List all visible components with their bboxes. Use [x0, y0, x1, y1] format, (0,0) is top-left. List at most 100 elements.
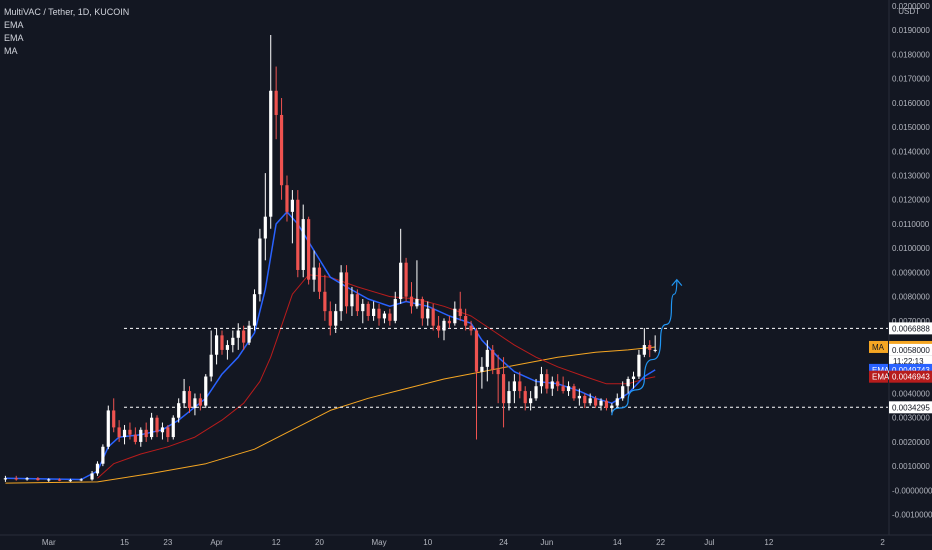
candle [68, 478, 72, 482]
candle [247, 320, 251, 346]
candle [171, 415, 175, 440]
candle-body [382, 313, 387, 319]
candle [572, 383, 576, 401]
candle-body [545, 374, 549, 389]
candle-body [334, 311, 338, 326]
candle-body [57, 479, 62, 481]
horizontal-levels[interactable] [124, 327, 888, 408]
ma-line [5, 346, 656, 484]
resistance-tag-bg [889, 322, 932, 335]
candle-body [220, 335, 224, 350]
candle-body [290, 199, 294, 212]
candle [231, 330, 235, 353]
ema-fast-tag-label: EMA [872, 366, 890, 375]
candle [361, 299, 365, 324]
projection-arrowhead[interactable] [671, 278, 683, 287]
candle-body [610, 405, 614, 409]
price-tick-label: 0.0090000 [892, 268, 930, 277]
candle [198, 393, 202, 411]
candle-body [631, 376, 636, 379]
candle-body [512, 381, 516, 392]
candle [317, 262, 322, 300]
projection-curve[interactable] [611, 279, 678, 416]
indicator-ma-label[interactable]: MA [4, 46, 18, 56]
support-tag: 0.0034295 [889, 401, 932, 414]
price-tick-label: 0.0120000 [892, 196, 930, 205]
projection-arrow[interactable] [611, 278, 683, 416]
candle-body [112, 410, 116, 428]
candle [79, 478, 83, 482]
candle-body [171, 417, 175, 438]
candle-body [566, 386, 571, 392]
candle-body [25, 478, 29, 480]
indicator-ema-fast-label[interactable]: EMA [4, 20, 24, 30]
candle-body [599, 400, 603, 406]
candle [512, 374, 516, 404]
candle [583, 393, 587, 409]
candle-body [604, 400, 609, 409]
candle [95, 461, 100, 476]
symbol-title[interactable]: MultiVAC / Tether, 1D, KUCOIN [4, 7, 130, 17]
candle [523, 386, 527, 411]
candle-body [648, 345, 652, 350]
price-tick-label: -0.0000000 [892, 486, 932, 495]
candle [101, 444, 105, 467]
candle [648, 340, 652, 358]
candle-body [317, 267, 322, 292]
candle-body [615, 398, 619, 406]
candle-body [637, 354, 641, 377]
time-tick-label: 10 [423, 538, 432, 547]
candle-body [90, 473, 94, 480]
time-tick-label: Mar [42, 538, 56, 547]
candle-body [323, 291, 327, 312]
candle [252, 289, 257, 331]
candle [550, 376, 554, 396]
candle-body [409, 296, 414, 307]
ma-tag-label: MA [872, 343, 885, 352]
candle-body [182, 391, 186, 404]
candle [372, 301, 376, 321]
indicator-ema-slow-label[interactable]: EMA [4, 33, 24, 43]
price-tick-label: 0.0170000 [892, 75, 930, 84]
candle [150, 412, 154, 440]
candle [615, 393, 619, 409]
candle [604, 398, 609, 411]
time-tick-label: Jul [704, 538, 714, 547]
candle-body [556, 381, 560, 387]
candle-body [187, 391, 192, 409]
candle [3, 475, 8, 482]
candle-body [642, 345, 646, 355]
candle-body [393, 299, 397, 321]
candle [388, 308, 392, 326]
candle-body [550, 381, 554, 389]
price-tick-label: 0.0110000 [892, 220, 930, 229]
candle-body [95, 463, 100, 474]
candle-body [404, 262, 408, 297]
candle [420, 296, 424, 326]
candle-body [653, 349, 657, 351]
time-tick-label: 12 [764, 538, 773, 547]
candle [144, 422, 148, 442]
candle-body [420, 299, 424, 319]
candle [518, 371, 522, 399]
resistance-tag: 0.0066888 [889, 322, 932, 335]
time-axis[interactable]: Mar 15 23 Apr 12 20 May 10 24 Jun 14 22 Jul 12 2 [0, 534, 932, 547]
candle [258, 228, 262, 302]
candle [139, 427, 143, 447]
candle [312, 250, 316, 292]
candle [355, 289, 359, 316]
candle-body [474, 330, 479, 372]
candle-body [269, 90, 273, 217]
chart-legend: MultiVAC / Tether, 1D, KUCOIN EMA EMA MA [4, 6, 129, 58]
candle [57, 478, 62, 482]
ma-tag-label-bg [869, 340, 888, 353]
candle [496, 354, 500, 404]
price-tick-label: 0.0020000 [892, 438, 930, 447]
candle-body [36, 478, 40, 481]
candle-body [252, 294, 257, 326]
candle-body [307, 219, 311, 280]
candle-body [79, 479, 83, 481]
candle [269, 35, 273, 229]
